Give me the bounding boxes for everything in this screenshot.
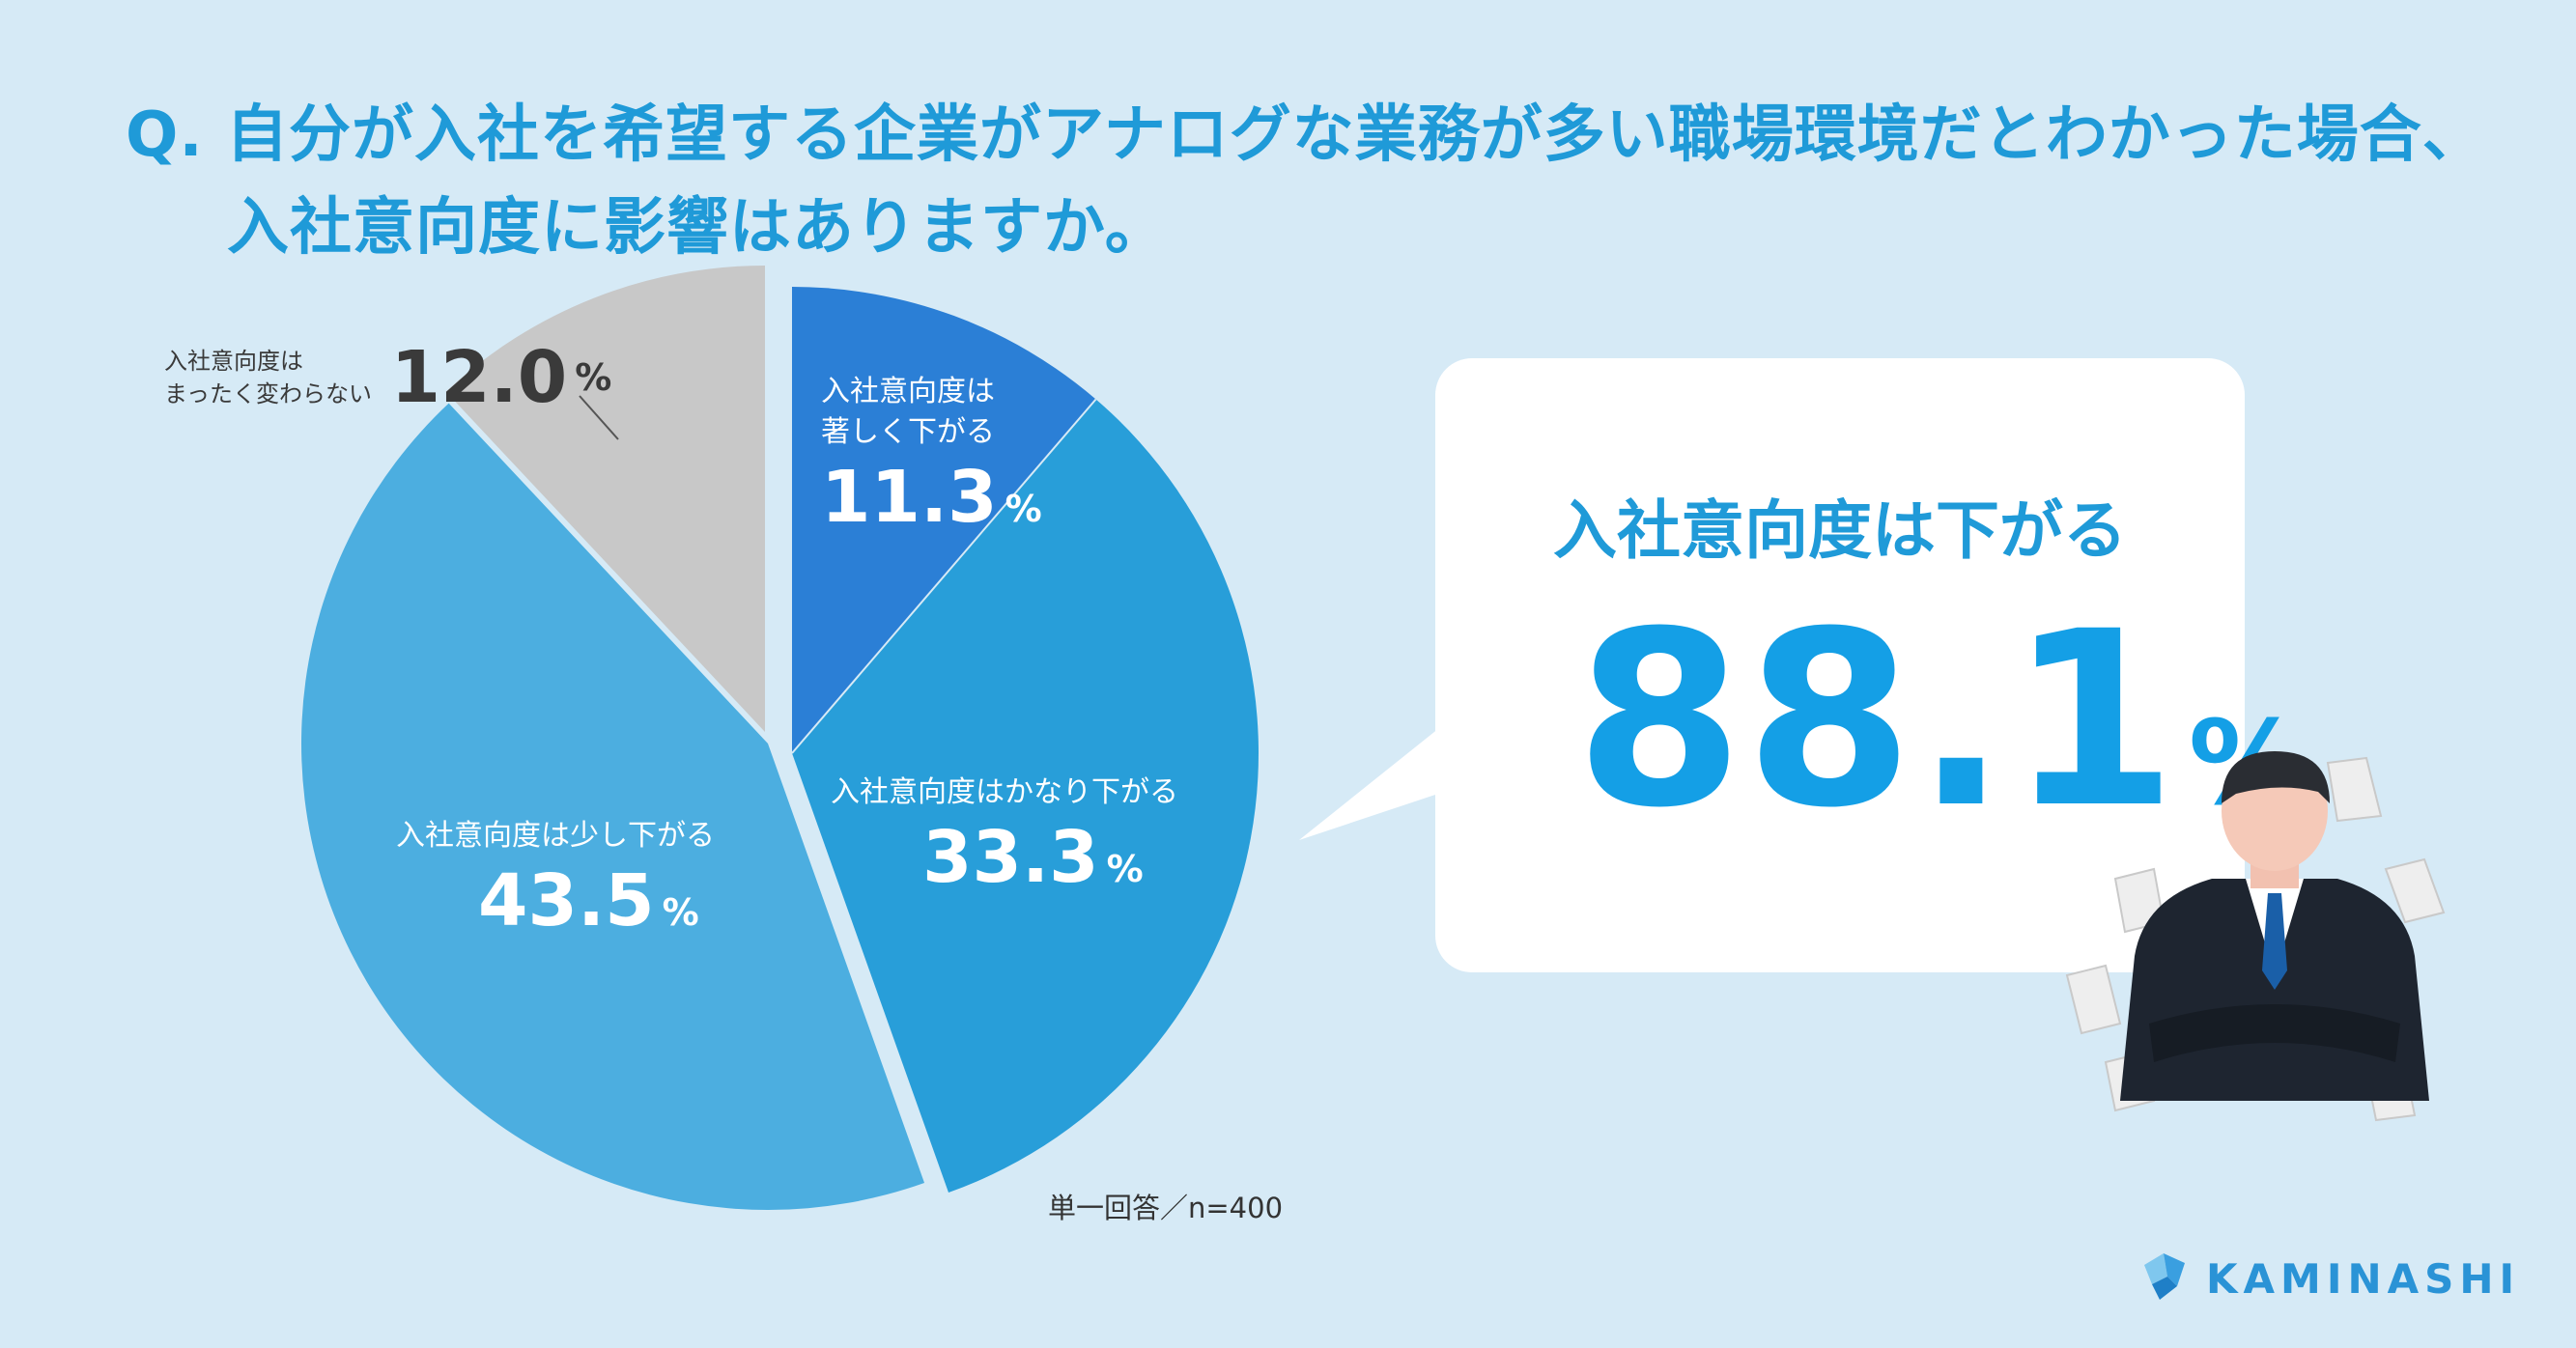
pie-slice-3: [301, 403, 925, 1210]
slice-unit-sharp-drop: %: [1005, 488, 1042, 530]
callout-tail: [1299, 724, 1444, 840]
leader-line-no-change: [579, 395, 619, 440]
slice-label-no-change-line1: 入社意向度は: [164, 348, 303, 375]
callout-total: 88.1%: [1575, 580, 2307, 905]
slice-unit-considerable-drop: %: [1106, 848, 1144, 890]
slice-label-sharp-drop: 入社意向度は 著しく下がる 11.3%: [821, 372, 1042, 542]
slice-label-slight-drop-text: 入社意向度は少し下がる: [396, 819, 715, 853]
slice-label-no-change-line2: まったく変わらない: [164, 380, 373, 407]
callout-total-value: 88.1: [1575, 579, 2179, 860]
question-line-1: Q. 自分が入社を希望する企業がアナログな業務が多い職場環境だとわかった場合、: [126, 99, 2485, 171]
kaminashi-logo-icon: [2144, 1253, 2185, 1300]
slice-unit-no-change: %: [575, 356, 612, 399]
sample-note: 単一回答／n=400: [1048, 1192, 1284, 1224]
slice-label-sharp-drop-line1: 入社意向度は: [821, 375, 995, 408]
businessman-arms-crossed-icon: [2065, 751, 2446, 1122]
slice-value-slight-drop: 43.5: [478, 859, 655, 942]
slice-label-no-change: 入社意向度は まったく変わらない 12.0%: [164, 333, 611, 422]
kaminashi-logo-text: KAMINASHI: [2206, 1255, 2521, 1303]
slice-label-considerable-drop-text: 入社意向度はかなり下がる: [831, 775, 1178, 809]
question-line-2: 入社意向度に影響はありますか。: [227, 192, 1168, 264]
slice-label-considerable-drop: 入社意向度はかなり下がる 33.3%: [831, 772, 1178, 902]
slice-label-slight-drop: 入社意向度は少し下がる 43.5%: [396, 816, 715, 945]
pie-slice-2: [792, 399, 1260, 1194]
slice-value-considerable-drop: 33.3: [922, 816, 1099, 899]
pie-slice-1: [792, 287, 1096, 753]
callout-heading: 入社意向度は下がる: [1553, 493, 2127, 568]
slice-label-sharp-drop-line2: 著しく下がる: [821, 415, 995, 449]
slice-value-no-change: 12.0: [390, 336, 568, 419]
pie-slice-4: [445, 266, 765, 732]
slice-divider: [791, 398, 1097, 754]
slice-unit-slight-drop: %: [662, 891, 699, 934]
question-title: Q. 自分が入社を希望する企業がアナログな業務が多い職場環境だとわかった場合、 …: [126, 89, 2521, 274]
slice-value-sharp-drop: 11.3: [821, 456, 998, 539]
kaminashi-logo: KAMINASHI: [2135, 1246, 2521, 1313]
callout-bubble: 入社意向度は下がる 88.1%: [1435, 358, 2305, 972]
